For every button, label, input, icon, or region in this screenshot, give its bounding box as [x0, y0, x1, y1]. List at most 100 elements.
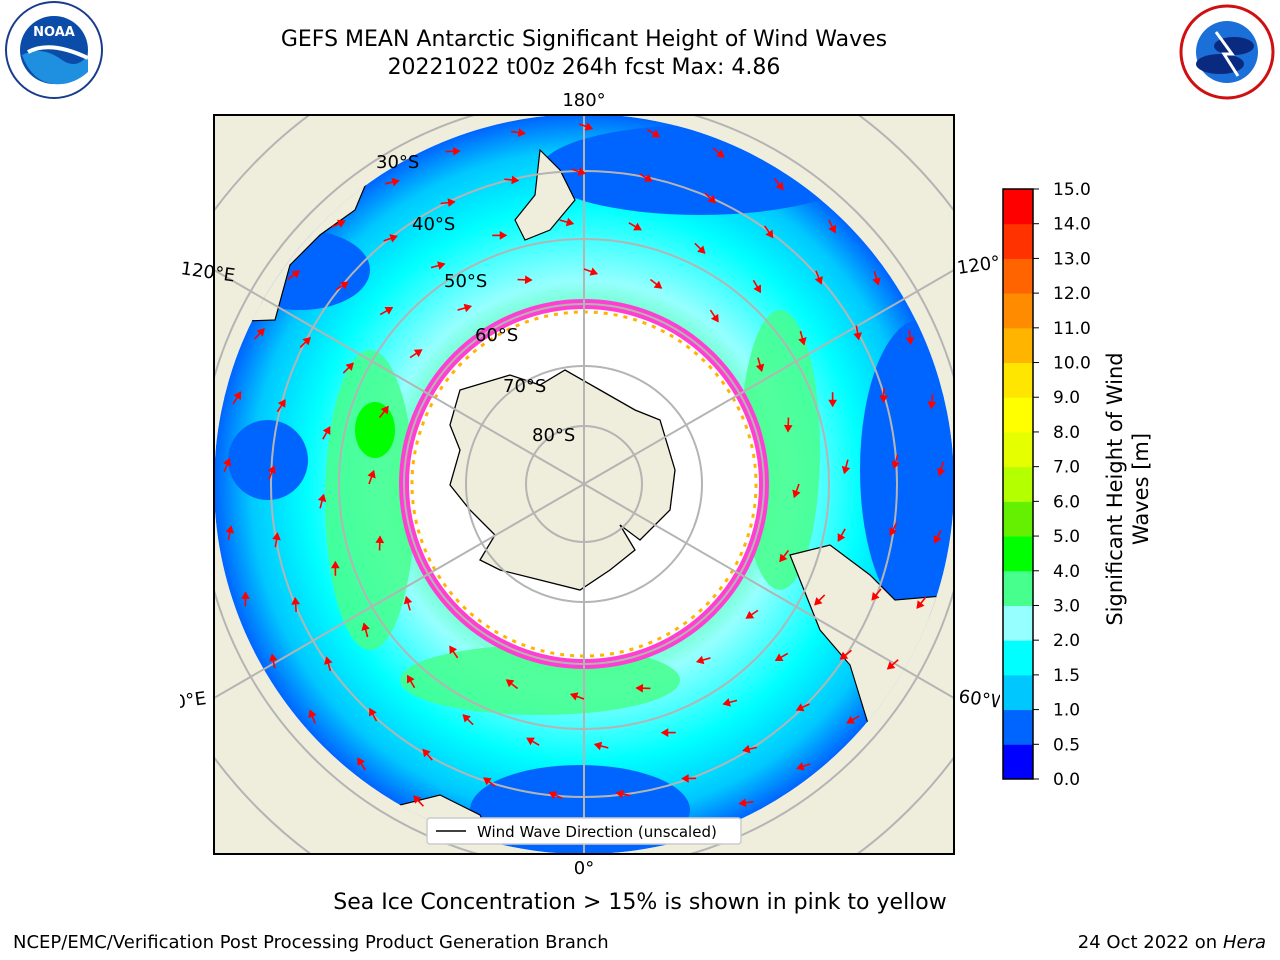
colorbar-tick-label: 1.0	[1053, 701, 1080, 721]
wave-arrow-head	[889, 527, 898, 537]
wave-arrow-head	[483, 777, 492, 786]
wave-arrow-head	[828, 224, 837, 234]
colorbar-tick-label: 5.0	[1053, 527, 1080, 547]
chart-subtitle: 20221022 t00z 264h fcst Max: 4.86	[387, 55, 781, 80]
colorbar-swatch	[1003, 640, 1033, 676]
wave-arrow-head	[548, 791, 558, 800]
colorbar-label-text: Significant Height of Wind Waves [m]	[1103, 352, 1153, 626]
wave-arrow-head	[256, 328, 265, 337]
wave-arrow-head	[837, 533, 846, 542]
colorbar-tick-label: 12.0	[1053, 284, 1091, 304]
wave-arrow-head	[269, 653, 278, 662]
wave-arrow-head	[937, 467, 946, 477]
wave-arrow-head	[384, 307, 394, 315]
wave-arrow-head	[633, 222, 642, 231]
wave-arrow-head	[796, 762, 805, 771]
wave-arrow-head	[871, 592, 880, 601]
wave-arrow-head	[222, 457, 232, 467]
wave-arrow-head	[716, 149, 725, 158]
wave-arrow-head	[272, 532, 281, 541]
wave-arrow-head	[422, 748, 431, 758]
wave-arrow-head	[798, 337, 807, 346]
wave-arrow-head	[463, 303, 473, 313]
wave-arrow-head	[886, 661, 896, 670]
map-frame	[213, 114, 955, 855]
colorbar-frame	[1002, 188, 1034, 780]
wave-arrow-head	[361, 622, 370, 631]
wave-arrow-head	[324, 656, 333, 665]
wave-arrow-head	[241, 591, 250, 599]
wave-arrow-head	[565, 217, 575, 227]
chart-title: GEFS MEAN Antarctic Significant Height o…	[280, 27, 888, 52]
wave-arrow-head	[340, 281, 349, 290]
wave-arrow-head	[330, 560, 340, 569]
wave-direction-arrows	[222, 122, 946, 845]
footer-credit: NCEP/EMC/Verification Post Processing Pr…	[13, 932, 609, 953]
colorbar-ticks: 0.0 0.5 1.0 1.5 2.0 3.0 4.0 5.0 6.0 7.0 8.0 9.0 10.0…	[1033, 180, 1091, 790]
colorbar-swatch	[1003, 362, 1033, 398]
colorbar-tick-label: 9.0	[1053, 388, 1080, 408]
wave-arrow-head	[389, 234, 398, 243]
footer-date: 24 Oct 2022 on Hera	[1078, 932, 1266, 953]
wave-arrow-head	[879, 395, 889, 403]
colorbar-tick-label: 14.0	[1053, 215, 1091, 235]
wave-arrow-head	[407, 674, 415, 684]
footer-date-text: 24 Oct 2022 on	[1077, 932, 1223, 953]
lon-label-180: 180°	[562, 90, 605, 111]
wave-arrow-head	[413, 349, 423, 358]
wave-arrow-head	[499, 230, 508, 240]
legend-label: Wind Wave Direction (unscaled)	[477, 823, 717, 841]
noaa-logo-text: NOAA	[33, 25, 75, 40]
colorbar-tick-label: 10.0	[1053, 354, 1091, 374]
colorbar-tick-label: 13.0	[1053, 249, 1091, 269]
low-wave-patch	[860, 320, 954, 620]
wave-arrow-head	[697, 245, 706, 254]
wave-arrow-head	[593, 741, 603, 751]
wave-arrow-head	[447, 198, 456, 207]
colorbar-tick-label: 4.0	[1053, 562, 1080, 582]
colorbar-tick-label: 3.0	[1053, 596, 1080, 616]
wave-arrow-head	[403, 595, 413, 605]
wave-arrow-head	[225, 525, 235, 534]
wave-arrow-head	[779, 553, 788, 563]
wave-arrow-head	[291, 270, 301, 279]
colorbar-tick-label: 7.0	[1053, 458, 1080, 478]
colorbar-tick-label: 6.0	[1053, 492, 1080, 512]
lon-label-60w: 60°W	[957, 686, 1000, 714]
colorbar-swatch	[1003, 466, 1033, 502]
colorbar-tick-label: 11.0	[1053, 319, 1091, 339]
wave-arrow-head	[660, 728, 669, 738]
wave-arrow-head	[653, 280, 663, 289]
wave-arrow-head	[755, 363, 765, 373]
wave-arrow-head	[651, 129, 661, 138]
lat-label-50s: 50°S	[444, 271, 487, 292]
colorbar-swatch	[1003, 536, 1033, 572]
wave-arrow-head	[337, 219, 346, 228]
wave-arrow-head	[449, 645, 458, 655]
colorbar-tick-label: 15.0	[1053, 180, 1091, 200]
colorbar: 0.0 0.5 1.0 1.5 2.0 3.0 4.0 5.0 6.0 7.0 8.0 9.0 10.0…	[1002, 180, 1091, 790]
lon-label-0: 0°	[574, 858, 594, 879]
wave-arrow-head	[695, 655, 705, 665]
wave-arrow-head	[839, 651, 849, 660]
footer-host: Hera	[1222, 932, 1266, 953]
wave-arrow-head	[846, 715, 855, 724]
colorbar-swatch	[1003, 223, 1033, 259]
colorbar-swatch	[1003, 605, 1033, 641]
wave-arrow-head	[391, 177, 400, 187]
polar-map: 180° 120°E 120°W 60°E 60°W 0° 30°S 40°S …	[180, 90, 1000, 879]
noaa-logo: NOAA	[5, 1, 103, 99]
colorbar-swatch	[1003, 293, 1033, 329]
colorbar-swatch	[1003, 744, 1033, 780]
wave-arrow-head	[526, 737, 535, 746]
wave-arrow-head	[814, 276, 823, 285]
wave-arrow-head	[916, 600, 925, 609]
wave-arrow-head	[345, 362, 354, 371]
wave-arrow-head	[267, 465, 276, 474]
wave-arrow-head	[905, 337, 915, 345]
colorbar-swatch	[1003, 501, 1033, 537]
wave-arrow-head	[577, 167, 586, 176]
wave-arrow-head	[795, 703, 805, 712]
colorbar-swatch	[1003, 327, 1033, 364]
wave-arrow-head	[814, 597, 823, 606]
